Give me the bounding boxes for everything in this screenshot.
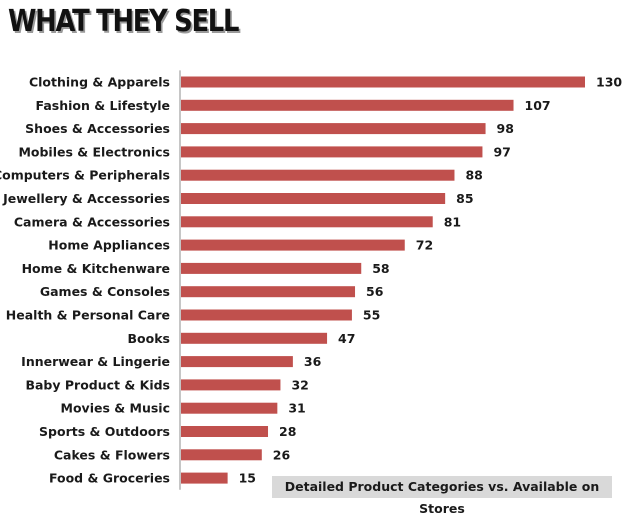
bar [181,379,281,391]
value-label: 130 [596,75,622,90]
category-label: Books [128,331,170,346]
category-label: Jewellery & Accessories [2,191,170,206]
bar [181,262,362,274]
bar [181,169,455,181]
category-label: Cakes & Flowers [54,447,170,462]
value-label: 15 [239,471,256,486]
value-label: 88 [465,168,482,183]
bar [181,146,483,158]
bar [181,286,356,298]
value-label: 98 [497,121,514,136]
value-label: 55 [363,308,380,323]
value-label: 31 [288,401,305,416]
bar [181,426,269,437]
category-label: Sports & Outdoors [39,424,170,439]
category-label: Movies & Music [61,401,170,416]
bar [181,193,446,204]
category-label: Camera & Accessories [14,214,170,229]
bar [181,472,228,484]
value-label: 81 [444,214,461,229]
category-label: Fashion & Lifestyle [36,98,170,113]
value-label: 58 [372,261,389,276]
bar [181,402,278,414]
category-label: Clothing & Apparels [29,75,170,90]
value-label: 47 [338,331,355,346]
bar [181,356,293,368]
bar [181,332,328,344]
value-label: 28 [279,424,296,439]
value-label: 32 [291,377,308,392]
bar [181,76,585,88]
bar [181,309,352,321]
category-label: Computers & Peripherals [0,168,170,183]
value-label: 85 [456,191,473,206]
category-label: Games & Consoles [40,284,170,299]
bar [181,216,433,228]
category-label: Mobiles & Electronics [18,144,170,159]
value-label: 107 [525,98,551,113]
bar [181,449,262,461]
chart-footnote: Detailed Product Categories vs. Availabl… [272,476,612,516]
bar [181,239,405,251]
category-labels: Clothing & Apparels Fashion & Lifestyle Sh… [0,75,170,486]
category-label: Shoes & Accessories [25,121,170,136]
bar [181,99,514,111]
category-label: Innerwear & Lingerie [21,354,170,369]
category-label: Home & Kitchenware [22,261,170,276]
value-label: 97 [493,144,510,159]
bar [181,123,486,135]
value-label: 72 [416,238,433,253]
category-label: Food & Groceries [49,471,170,486]
bar-chart: Clothing & Apparels Fashion & Lifestyle Sh… [0,70,622,490]
category-label: Health & Personal Care [6,308,170,323]
value-label: 56 [366,284,384,299]
chart-title: WHAT THEY SELL [8,4,239,39]
value-label: 36 [304,354,322,369]
category-label: Baby Product & Kids [25,377,170,392]
value-labels: 130 107 98 97 88 85 81 72 58 56 55 47 36 32 31 28 26 15 [239,75,622,486]
value-label: 26 [273,447,291,462]
category-label: Home Appliances [48,238,170,253]
bars [181,76,585,484]
